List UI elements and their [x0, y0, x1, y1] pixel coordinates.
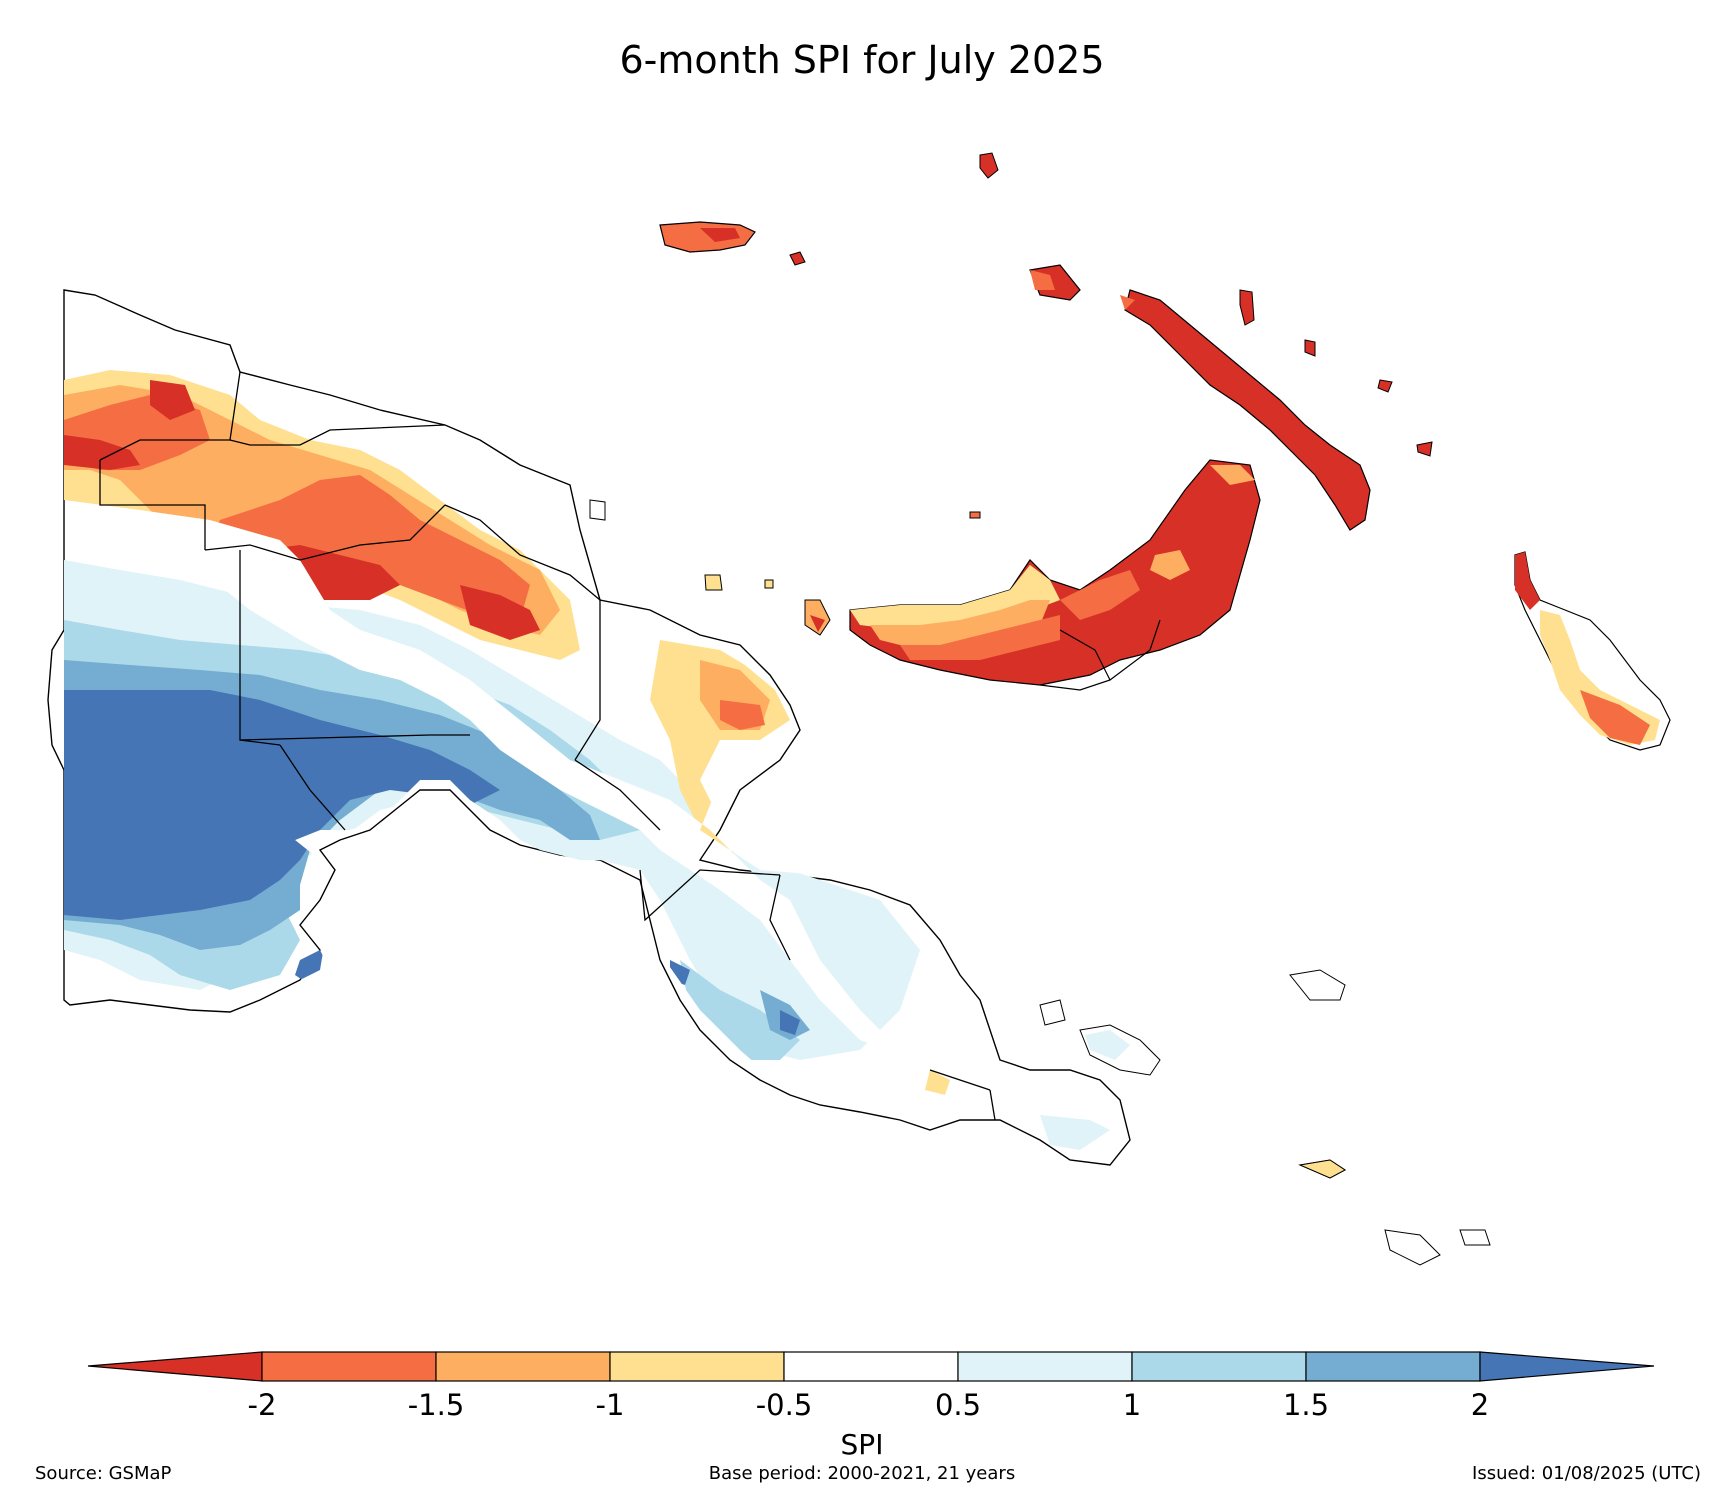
colorbar-tick: 1 — [1122, 1388, 1142, 1422]
colorbar-tick: -2 — [247, 1388, 277, 1422]
colorbar-bin-3 — [609, 1351, 785, 1382]
colorbar-bin-4 — [783, 1351, 959, 1382]
colorbar-tick: 2 — [1470, 1388, 1490, 1422]
base-period-text: Base period: 2000-2021, 21 years — [708, 1463, 1016, 1484]
colorbar-tick: -1 — [595, 1388, 625, 1422]
mainland-spi-fill — [64, 370, 950, 1095]
issued-text: Issued: 01/08/2025 (UTC) — [1472, 1463, 1701, 1484]
colorbar-bin-7 — [1305, 1351, 1481, 1382]
colorbar-tick: 0.5 — [934, 1388, 982, 1422]
northern-islands — [589, 152, 1433, 636]
colorbar-bin-above — [1479, 1351, 1655, 1382]
normanby-fill — [1085, 1030, 1130, 1060]
source-text: Source: GSMaP — [35, 1463, 172, 1484]
colorbar-bin-2 — [435, 1351, 611, 1382]
louisiade-island — [1298, 1159, 1346, 1179]
colorbar — [87, 1351, 1655, 1382]
province-borders — [99, 371, 996, 1121]
new-ireland — [1029, 264, 1371, 531]
colorbar-bin-1 — [261, 1351, 437, 1382]
milne-bay-fill — [1040, 1115, 1110, 1150]
new-britain — [849, 459, 1261, 691]
colorbar-title: SPI — [840, 1428, 884, 1461]
map-title: 6-month SPI for July 2025 — [619, 38, 1105, 82]
colorbar-tick: 1.5 — [1282, 1388, 1330, 1422]
colorbar-bin-below — [87, 1351, 263, 1382]
colorbar-bin-5 — [957, 1351, 1133, 1382]
colorbar-tick: -0.5 — [755, 1388, 813, 1422]
colorbar-bin-6 — [1131, 1351, 1307, 1382]
bougainville — [1514, 551, 1671, 751]
manus-island — [659, 221, 806, 266]
colorbar-tick: -1.5 — [407, 1388, 465, 1422]
